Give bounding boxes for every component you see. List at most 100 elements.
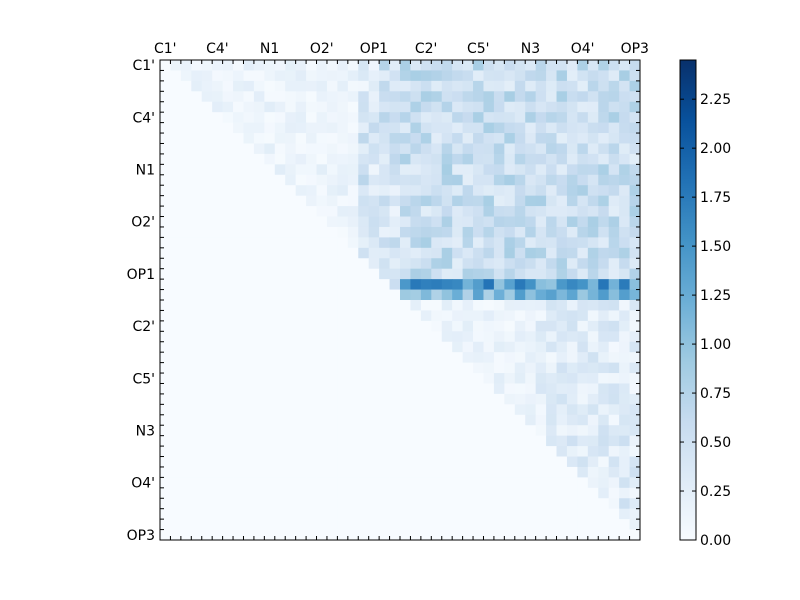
- heatmap-cell: [608, 268, 620, 280]
- heatmap-cell: [452, 373, 464, 384]
- heatmap-cell: [452, 247, 464, 259]
- heatmap-cell: [493, 174, 505, 186]
- heatmap-cell: [222, 529, 234, 541]
- heatmap-cell: [587, 195, 599, 207]
- x-tick-label: OP3: [621, 41, 649, 57]
- heatmap-cell: [629, 393, 641, 405]
- heatmap-cell: [608, 206, 620, 217]
- heatmap-cell: [306, 383, 317, 395]
- heatmap-cell: [326, 91, 338, 103]
- heatmap-cell: [525, 362, 537, 374]
- heatmap-cell: [577, 70, 589, 82]
- heatmap-cell: [264, 446, 276, 457]
- heatmap-cell: [577, 320, 589, 332]
- heatmap-cell: [379, 498, 390, 510]
- heatmap-cell: [274, 268, 286, 280]
- heatmap-cell: [598, 519, 610, 530]
- heatmap-cell: [514, 300, 526, 311]
- heatmap-cell: [546, 529, 557, 541]
- heatmap-cell: [504, 226, 516, 238]
- heatmap-cell: [306, 268, 317, 280]
- heatmap-cell: [316, 289, 328, 301]
- heatmap-cell: [504, 268, 516, 280]
- heatmap-cell: [212, 101, 224, 113]
- heatmap-cell: [556, 300, 568, 311]
- heatmap-cell: [212, 529, 224, 541]
- heatmap-cell: [566, 289, 578, 301]
- heatmap-cell: [274, 279, 286, 290]
- heatmap-cell: [629, 352, 641, 364]
- heatmap-cell: [535, 70, 547, 82]
- heatmap-cell: [326, 279, 338, 290]
- heatmap-cell: [619, 60, 630, 71]
- heatmap-cell: [233, 425, 244, 437]
- heatmap-cell: [201, 341, 213, 353]
- heatmap-cell: [483, 310, 495, 322]
- heatmap-cell: [253, 133, 265, 144]
- heatmap-cell: [441, 508, 453, 520]
- heatmap-cell: [243, 362, 255, 374]
- heatmap-cell: [629, 519, 641, 530]
- heatmap-cell: [441, 60, 453, 71]
- heatmap-cell: [462, 80, 474, 92]
- heatmap-cell: [525, 101, 537, 113]
- heatmap-cell: [431, 498, 443, 510]
- heatmap-cell: [316, 226, 328, 238]
- heatmap-cell: [629, 112, 641, 124]
- heatmap-cell: [222, 133, 234, 144]
- heatmap-cell: [546, 477, 557, 489]
- heatmap-cell: [253, 477, 265, 489]
- heatmap-cell: [295, 425, 307, 437]
- heatmap-cell: [629, 425, 641, 437]
- heatmap-cell: [525, 80, 537, 92]
- heatmap-cell: [389, 320, 401, 332]
- heatmap-cell: [535, 289, 547, 301]
- heatmap-cell: [389, 414, 401, 426]
- heatmap-cell: [587, 206, 599, 217]
- heatmap-cell: [546, 80, 557, 92]
- heatmap-cell: [598, 268, 610, 280]
- heatmap-cell: [253, 352, 265, 364]
- heatmap-cell: [316, 456, 328, 468]
- heatmap-cell: [535, 341, 547, 353]
- heatmap-cell: [191, 185, 203, 197]
- heatmap-cell: [358, 310, 370, 322]
- heatmap-cell: [295, 153, 307, 165]
- heatmap-cell: [493, 519, 505, 530]
- heatmap-cell: [608, 373, 620, 384]
- heatmap-cell: [400, 153, 411, 165]
- heatmap-cell: [285, 195, 297, 207]
- heatmap-cell: [264, 466, 276, 478]
- heatmap-cell: [337, 122, 349, 134]
- heatmap-cell: [306, 164, 317, 176]
- heatmap-cell: [233, 404, 244, 416]
- heatmap-cell: [316, 519, 328, 530]
- heatmap-cell: [587, 466, 599, 478]
- heatmap-cell: [535, 112, 547, 124]
- heatmap-cell: [556, 70, 568, 82]
- heatmap-cell: [285, 80, 297, 92]
- heatmap-cell: [347, 289, 359, 301]
- heatmap-cell: [556, 435, 568, 447]
- heatmap-cell: [358, 122, 370, 134]
- heatmap-cell: [441, 70, 453, 82]
- heatmap-cell: [619, 70, 630, 82]
- heatmap-cell: [358, 268, 370, 280]
- heatmap-cell: [285, 404, 297, 416]
- heatmap-cell: [274, 60, 286, 71]
- heatmap-cell: [598, 393, 610, 405]
- heatmap-cell: [473, 529, 484, 541]
- heatmap-cell: [577, 373, 589, 384]
- heatmap-cell: [285, 206, 297, 217]
- heatmap-cell: [379, 456, 390, 468]
- heatmap-cell: [316, 320, 328, 332]
- heatmap-cell: [358, 174, 370, 186]
- heatmap-cell: [358, 80, 370, 92]
- heatmap-cell: [358, 70, 370, 82]
- heatmap-cell: [504, 247, 516, 259]
- heatmap-cell: [233, 519, 244, 530]
- heatmap-cell: [431, 153, 443, 165]
- heatmap-cell: [295, 331, 307, 343]
- heatmap-cell: [598, 529, 610, 541]
- heatmap-cell: [347, 60, 359, 71]
